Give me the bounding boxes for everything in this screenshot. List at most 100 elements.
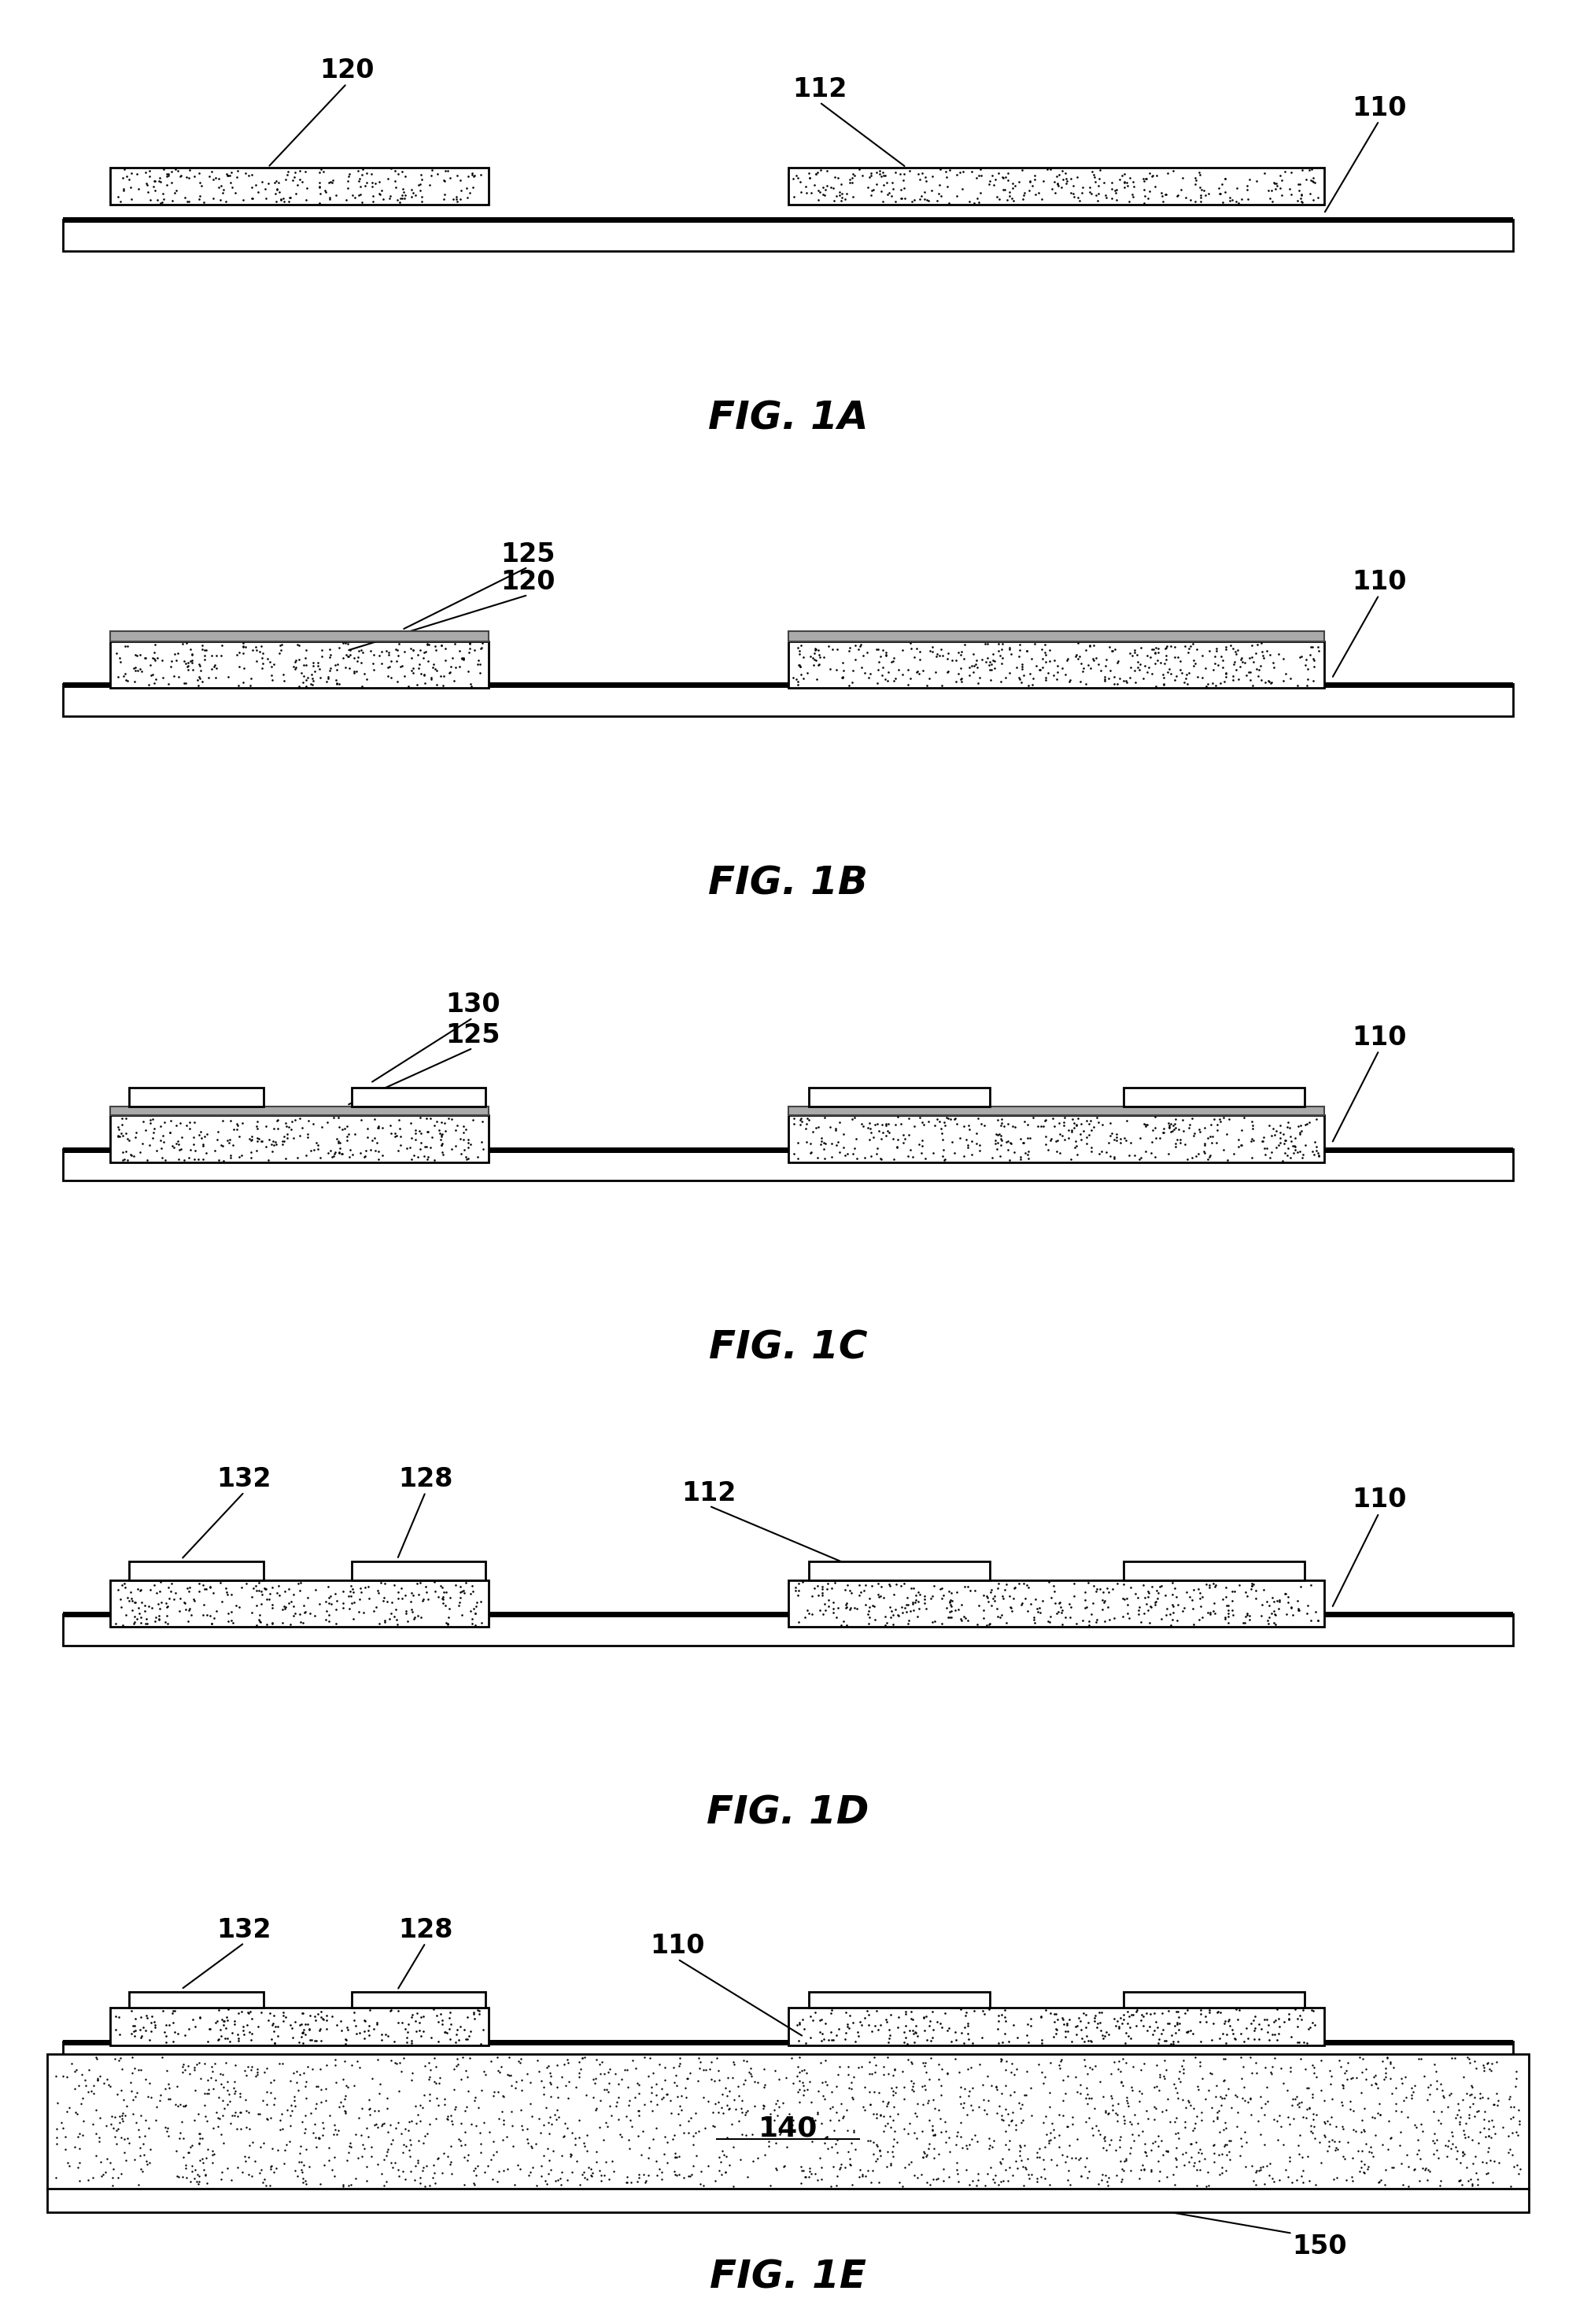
Point — [955, 2015, 980, 2052]
Point — [306, 648, 331, 686]
Point — [189, 627, 214, 665]
Point — [868, 2138, 894, 2175]
Point — [1373, 2166, 1398, 2203]
Point — [1163, 1099, 1188, 1136]
Point — [430, 163, 455, 200]
Point — [643, 2110, 668, 2147]
Point — [320, 163, 345, 200]
Point — [113, 1132, 139, 1169]
Point — [214, 1999, 240, 2036]
Point — [281, 2020, 306, 2057]
Point — [348, 1134, 374, 1171]
Point — [1248, 2010, 1273, 2047]
Point — [1414, 2150, 1439, 2187]
Point — [1302, 165, 1327, 202]
Point — [430, 2006, 455, 2043]
Point — [246, 1601, 271, 1638]
Point — [165, 634, 191, 672]
Point — [857, 158, 883, 195]
Point — [455, 2059, 481, 2096]
Point — [432, 2133, 457, 2171]
Point — [142, 163, 167, 200]
Point — [1051, 1106, 1076, 1143]
Point — [194, 2075, 219, 2113]
Point — [400, 1996, 426, 2034]
Point — [389, 1580, 414, 1618]
Point — [1210, 648, 1236, 686]
Point — [1324, 2129, 1349, 2166]
Point — [1040, 2106, 1065, 2143]
Point — [913, 2045, 938, 2082]
Point — [730, 2094, 755, 2131]
Point — [903, 1583, 928, 1620]
Point — [353, 2003, 378, 2040]
Point — [165, 2159, 191, 2196]
Point — [1121, 167, 1146, 205]
Point — [180, 641, 205, 679]
Point — [337, 1139, 362, 1176]
Point — [942, 1592, 968, 1629]
Point — [552, 2106, 577, 2143]
Bar — [1124, 1992, 1305, 2008]
Point — [460, 158, 485, 195]
Point — [1171, 2043, 1196, 2080]
Point — [993, 2066, 1018, 2103]
Point — [336, 2010, 361, 2047]
Point — [342, 179, 367, 216]
Point — [711, 2136, 736, 2173]
Point — [914, 181, 939, 218]
Point — [979, 646, 1004, 683]
Point — [1146, 2071, 1171, 2108]
Point — [526, 2052, 552, 2089]
Point — [405, 2143, 430, 2180]
Point — [266, 163, 292, 200]
Point — [665, 2078, 690, 2115]
Point — [821, 2147, 846, 2185]
Point — [76, 2073, 101, 2110]
Point — [876, 2010, 901, 2047]
Point — [65, 2117, 90, 2154]
Point — [408, 156, 433, 193]
Point — [1267, 2008, 1292, 2045]
Point — [430, 1578, 455, 1615]
Point — [1456, 2161, 1481, 2199]
Point — [796, 1594, 821, 1631]
Point — [1144, 158, 1169, 195]
Point — [203, 651, 229, 688]
Point — [802, 634, 827, 672]
Point — [265, 1111, 290, 1148]
Point — [1171, 2054, 1196, 2092]
Point — [957, 1106, 982, 1143]
Point — [1056, 2057, 1081, 2094]
Point — [1132, 2045, 1157, 2082]
Point — [1163, 2115, 1188, 2152]
Point — [1114, 2082, 1139, 2119]
Point — [805, 2094, 831, 2131]
Point — [928, 151, 953, 188]
Point — [140, 655, 165, 693]
Point — [1478, 2052, 1504, 2089]
Point — [262, 1127, 287, 1164]
Point — [960, 2068, 985, 2106]
Point — [145, 181, 170, 218]
Point — [998, 1125, 1023, 1162]
Point — [1330, 2110, 1355, 2147]
Point — [307, 163, 333, 200]
Point — [925, 174, 950, 211]
Point — [802, 167, 827, 205]
Point — [416, 1113, 441, 1150]
Text: 112: 112 — [682, 1480, 736, 1506]
Point — [922, 2117, 947, 2154]
Point — [1154, 2092, 1179, 2129]
Point — [864, 1134, 889, 1171]
Point — [407, 1129, 432, 1167]
Point — [435, 153, 460, 191]
Point — [378, 151, 403, 188]
Point — [292, 1587, 317, 1624]
Point — [914, 2136, 939, 2173]
Point — [1226, 1992, 1251, 2029]
Point — [1221, 1136, 1247, 1174]
Point — [1007, 2131, 1032, 2168]
Point — [1032, 2129, 1057, 2166]
Point — [917, 2101, 942, 2138]
